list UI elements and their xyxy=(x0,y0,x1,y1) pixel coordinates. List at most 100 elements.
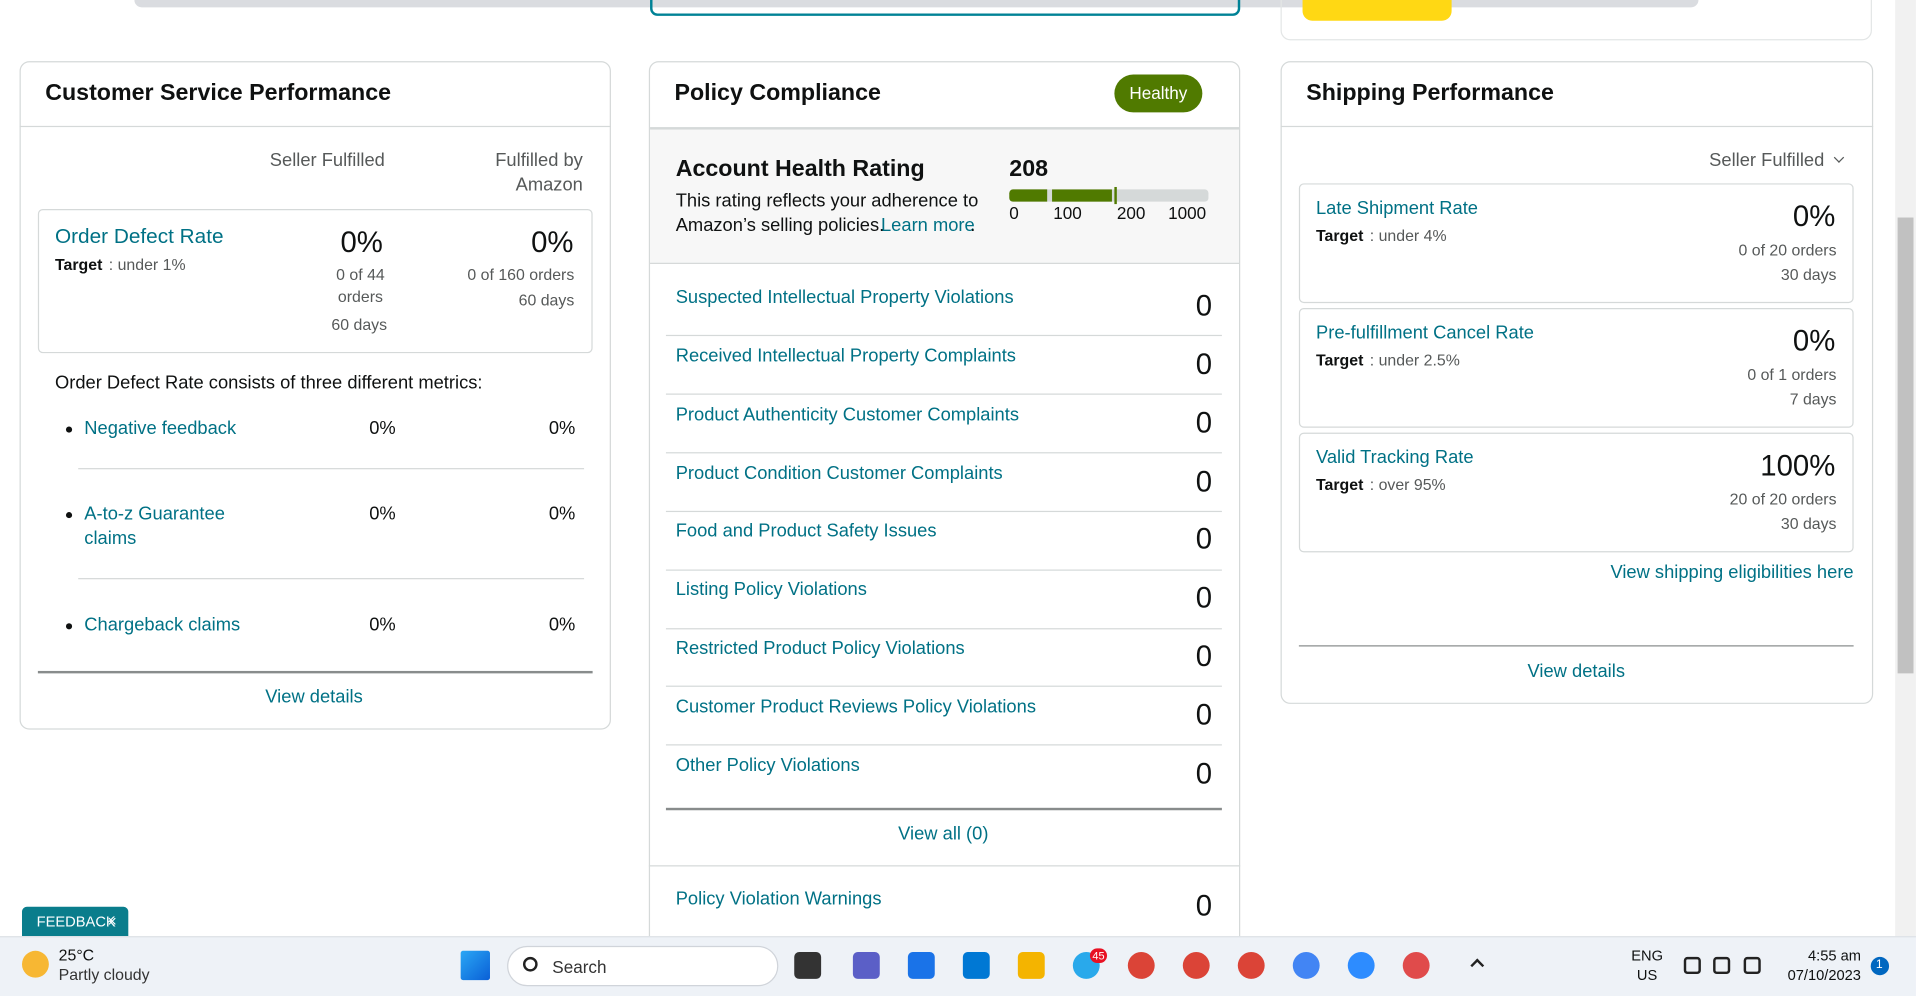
metric-period: 30 days xyxy=(1780,265,1837,284)
bar-segment xyxy=(1052,189,1112,202)
taskbar-app[interactable] xyxy=(852,952,880,979)
divider xyxy=(19,125,611,128)
badge-count: 45 xyxy=(1092,949,1105,962)
target-label: Target xyxy=(54,255,103,275)
scale-label: 100 xyxy=(1053,202,1082,222)
policy-count: 0 xyxy=(1195,289,1213,323)
policy-count: 0 xyxy=(1195,582,1213,616)
bar-marker xyxy=(1114,186,1117,205)
metric-link[interactable]: Chargeback claims xyxy=(84,614,241,636)
metric-name[interactable]: Pre-fulfillment Cancel Rate xyxy=(1315,322,1534,344)
rating-description: . xyxy=(970,214,976,236)
divider xyxy=(1298,645,1854,647)
metric-box xyxy=(1298,432,1854,553)
card-title: Customer Service Performance xyxy=(45,80,392,107)
taskbar-app[interactable] xyxy=(1017,952,1045,979)
close-icon: × xyxy=(107,911,117,931)
taskbar-app[interactable] xyxy=(1347,952,1375,979)
policy-link[interactable]: Listing Policy Violations xyxy=(675,579,867,601)
view-all-link[interactable]: View all (0) xyxy=(898,823,989,845)
metric-period: 60 days xyxy=(518,291,575,310)
policy-count: 0 xyxy=(1195,465,1213,499)
scroll-strip xyxy=(134,0,1699,8)
view-details-link[interactable]: View details xyxy=(265,686,363,708)
filter-dropdown: Seller Fulfilled xyxy=(1709,150,1825,171)
weather-text: Partly cloudy xyxy=(58,965,150,985)
policy-link[interactable]: Received Intellectual Property Complaint… xyxy=(675,345,1016,367)
learn-more-link[interactable]: Learn more xyxy=(880,214,975,236)
search-icon xyxy=(522,956,538,972)
metric-name[interactable]: Order Defect Rate xyxy=(54,224,224,248)
card-title: Shipping Performance xyxy=(1306,80,1554,107)
taskbar-app[interactable] xyxy=(1402,952,1430,979)
taskbar-app[interactable] xyxy=(1237,952,1265,979)
feedback-tab[interactable] xyxy=(21,906,129,937)
metric-box xyxy=(37,208,593,354)
policy-link[interactable]: Restricted Product Policy Violations xyxy=(675,638,965,660)
policy-link[interactable]: Policy Violation Warnings xyxy=(675,888,882,910)
divider xyxy=(37,670,593,674)
language: ENG xyxy=(1631,946,1664,965)
clock-time: 4:55 am xyxy=(1807,946,1861,965)
metric-name[interactable]: Late Shipment Rate xyxy=(1315,197,1479,219)
metric-orders: 0 of 44 orders xyxy=(336,265,385,306)
clock-date: 07/10/2023 xyxy=(1787,966,1861,984)
column-header: Seller Fulfilled xyxy=(269,150,385,171)
scale-label: 1000 xyxy=(1168,202,1207,222)
policy-link[interactable]: Product Condition Customer Complaints xyxy=(675,462,1003,484)
top-button xyxy=(1302,0,1452,21)
metric-name[interactable]: Valid Tracking Rate xyxy=(1315,447,1474,468)
rating-score: 208 xyxy=(1009,156,1049,183)
taskbar-app[interactable] xyxy=(1127,952,1155,979)
taskbar-app[interactable] xyxy=(794,952,822,979)
taskbar-app[interactable] xyxy=(907,952,935,979)
policy-link[interactable]: Other Policy Violations xyxy=(675,755,860,777)
metric-orders: 0 of 160 orders xyxy=(467,265,575,284)
metric-value: 0% xyxy=(369,417,396,439)
policy-link[interactable]: Customer Product Reviews Policy Violatio… xyxy=(675,696,1036,718)
card xyxy=(1280,61,1874,704)
badge xyxy=(1089,948,1108,964)
status-text: Healthy xyxy=(1129,82,1188,103)
eligibility-link[interactable]: View shipping eligibilities here xyxy=(1610,562,1854,583)
metric-value: 100% xyxy=(1760,449,1836,483)
search-box[interactable] xyxy=(507,945,779,987)
target-value: : under 2.5% xyxy=(1369,351,1460,370)
target-value: : over 95% xyxy=(1369,475,1446,494)
policy-count: 0 xyxy=(1195,640,1213,674)
taskbar xyxy=(0,936,1916,996)
rating-title: Account Health Rating xyxy=(675,156,925,183)
metric-value: 0% xyxy=(531,225,574,259)
taskbar-app[interactable] xyxy=(1292,952,1320,979)
scrollbar-thumb xyxy=(1897,217,1914,674)
divider xyxy=(665,393,1222,395)
policy-count: 0 xyxy=(1195,889,1213,923)
divider xyxy=(665,510,1222,512)
divider xyxy=(665,744,1222,746)
taskbar-app[interactable] xyxy=(962,952,990,979)
metric-link[interactable]: A-to-z Guarantee claims xyxy=(84,503,225,549)
target-value: : under 1% xyxy=(108,255,186,275)
target-label: Target xyxy=(1315,475,1364,494)
start-button[interactable] xyxy=(460,950,490,981)
top-box-right xyxy=(1280,0,1872,41)
notification-badge[interactable] xyxy=(1870,956,1890,976)
policy-link[interactable]: Suspected Intellectual Property Violatio… xyxy=(675,287,1014,308)
metric-value: 0% xyxy=(1792,200,1836,234)
divider xyxy=(665,334,1222,337)
tray-icon xyxy=(1713,956,1731,975)
divider xyxy=(648,865,1241,867)
policy-link[interactable]: Food and Product Safety Issues xyxy=(675,521,937,542)
divider xyxy=(78,578,585,580)
policy-count: 0 xyxy=(1195,523,1213,557)
bullet xyxy=(65,512,73,519)
bullet xyxy=(65,623,73,630)
policy-link[interactable]: Product Authenticity Customer Complaints xyxy=(675,404,1020,425)
rating-description: This rating reflects your adherence to A… xyxy=(675,190,979,237)
divider xyxy=(665,627,1222,629)
taskbar-app[interactable] xyxy=(1182,952,1210,979)
view-details-link[interactable]: View details xyxy=(1527,661,1625,682)
metric-link[interactable]: Negative feedback xyxy=(84,417,237,439)
